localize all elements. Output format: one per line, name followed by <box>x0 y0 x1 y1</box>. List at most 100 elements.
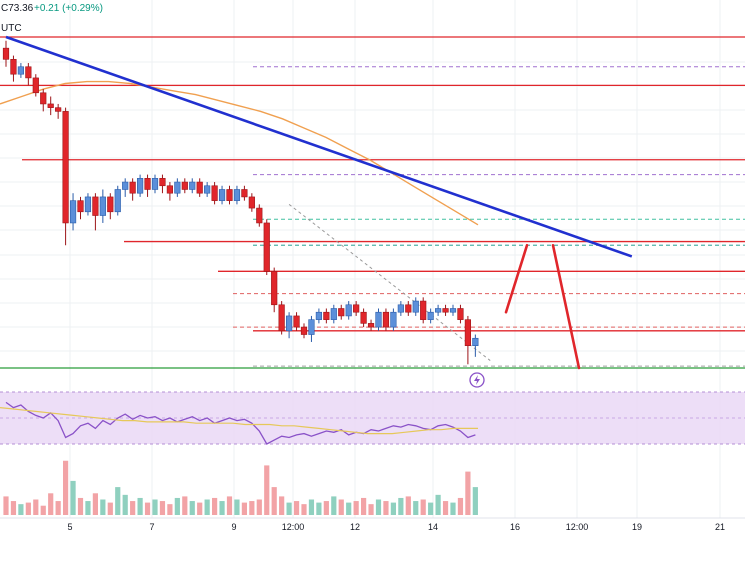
candle-body <box>360 311 367 324</box>
candle-body <box>434 308 442 313</box>
candle <box>211 182 218 205</box>
candle-body <box>457 308 464 320</box>
candle <box>226 185 233 205</box>
candle <box>84 193 92 216</box>
candle <box>382 308 390 331</box>
candle-body <box>367 323 375 328</box>
candle <box>285 312 293 339</box>
candle <box>293 312 300 331</box>
x-tick-label: 5 <box>67 522 72 532</box>
candle-body <box>77 200 84 213</box>
candle-body <box>17 66 25 75</box>
candle-body <box>308 319 315 335</box>
candle-body <box>420 300 427 320</box>
volume-bar <box>10 501 17 515</box>
candle-body <box>114 189 121 213</box>
candle <box>62 107 69 246</box>
trendlines <box>5 35 633 361</box>
volume-bar <box>48 493 54 515</box>
candle-body <box>40 92 47 105</box>
volume-bar <box>264 465 270 515</box>
volume-bar <box>256 499 262 515</box>
time-axis: 5 7 9 12:00 12 14 16 12:00 19 21 <box>67 522 725 532</box>
candle-body <box>226 189 233 201</box>
rsi-indicator <box>0 401 478 445</box>
header-price: C73.36 <box>1 3 34 14</box>
volume-bar <box>301 504 307 515</box>
candle-body <box>181 181 188 190</box>
candle <box>107 193 114 220</box>
volume-bar <box>472 487 478 515</box>
dotted-projection-line <box>288 203 491 361</box>
projected-path <box>504 243 581 370</box>
candle-body <box>137 178 144 194</box>
volume-bar <box>137 497 143 515</box>
volume-bar <box>279 496 285 515</box>
candle-body <box>92 196 99 216</box>
candle <box>159 174 166 194</box>
volume-bar <box>286 502 292 515</box>
candle <box>25 63 32 86</box>
candle-body <box>2 47 10 60</box>
candle <box>345 301 352 320</box>
candle-body <box>338 308 345 317</box>
x-tick-label: 9 <box>231 522 236 532</box>
volume-bar <box>100 499 106 515</box>
candle <box>412 297 419 316</box>
volume-bar <box>450 502 456 515</box>
candle-body <box>412 300 419 313</box>
volume-bar <box>249 501 255 515</box>
candle <box>420 297 427 324</box>
candle <box>248 193 255 212</box>
candle <box>390 308 397 331</box>
candle-body <box>449 308 457 313</box>
candle <box>338 304 345 320</box>
header-timezone: UTC <box>1 23 22 34</box>
x-tick-label: 12:00 <box>282 522 305 532</box>
candle <box>166 182 174 201</box>
x-tick-label: 19 <box>632 522 642 532</box>
candle <box>2 40 10 67</box>
volume-bar <box>346 502 352 515</box>
candle <box>99 189 106 223</box>
volume-bar <box>174 497 180 515</box>
volume-bar <box>92 493 98 515</box>
volume-bar <box>293 501 300 515</box>
candle-body <box>99 196 106 216</box>
projected-down-stroke <box>551 243 581 370</box>
volume-bar <box>152 499 158 515</box>
volume-bar <box>212 497 218 515</box>
candle <box>129 178 136 201</box>
candle-body <box>166 185 174 194</box>
volume-bar <box>361 497 367 515</box>
candle <box>472 334 479 357</box>
candle-body <box>472 337 479 346</box>
candle <box>144 174 151 197</box>
candle <box>10 55 17 82</box>
candle <box>360 308 367 328</box>
candle <box>256 204 263 227</box>
candle-body <box>218 189 226 201</box>
candle-body <box>285 315 293 332</box>
candle-body <box>315 311 323 320</box>
candle <box>457 304 464 324</box>
candle <box>434 304 442 316</box>
volume-bar <box>204 499 210 515</box>
volume-bar <box>25 502 31 515</box>
candle <box>263 219 270 276</box>
candle-body <box>427 311 434 320</box>
candle <box>69 193 77 231</box>
volume-bars <box>3 460 478 515</box>
candle <box>233 185 241 205</box>
candle-body <box>278 304 285 332</box>
volume-bar <box>167 504 173 515</box>
candle-body <box>353 304 360 313</box>
candle-body <box>55 107 62 112</box>
projected-up-stroke <box>504 243 529 314</box>
candle <box>92 193 99 231</box>
candle <box>241 185 248 201</box>
volume-bar <box>316 502 322 515</box>
candle-body <box>144 178 151 190</box>
volume-bar <box>457 497 464 515</box>
